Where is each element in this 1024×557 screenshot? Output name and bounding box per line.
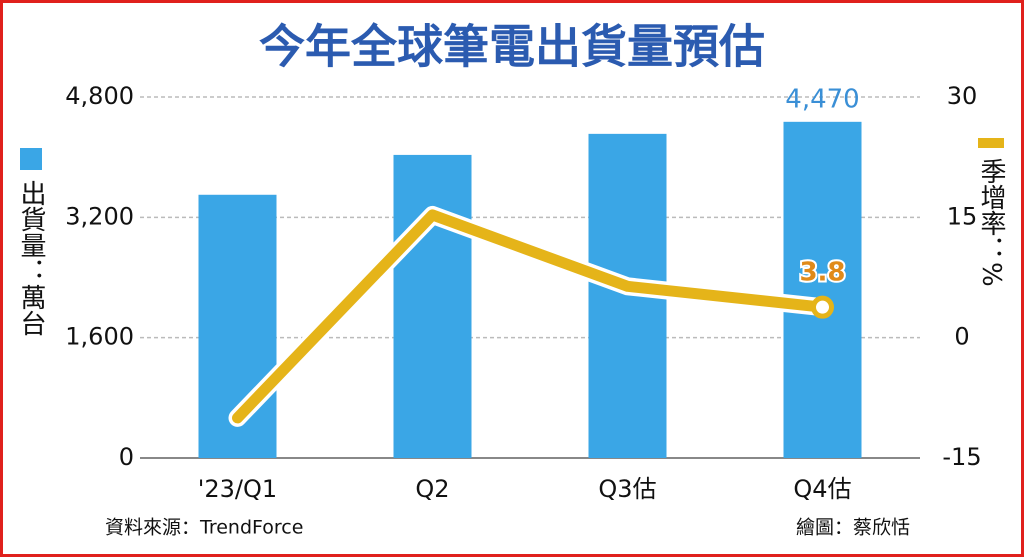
legend-swatch — [978, 138, 1004, 148]
y2-tick-label: 15 — [947, 202, 978, 230]
chart-title: 今年全球筆電出貨量預估 — [259, 20, 765, 74]
y-tick-label: 3,200 — [65, 202, 134, 230]
legend-swatch — [20, 148, 42, 170]
credit: 繪圖：蔡欣恬 — [796, 517, 910, 539]
y-axis-label: 出貨量：萬台 — [16, 180, 46, 336]
y-tick-label: 0 — [119, 443, 134, 471]
source: 資料來源：TrendForce — [105, 517, 303, 539]
data-label: 4,470 — [785, 84, 859, 114]
line — [232, 209, 828, 424]
y2-axis-label: 季增率：% — [976, 158, 1006, 287]
y2-tick-label: -15 — [942, 443, 981, 471]
y2-tick-label: 0 — [954, 323, 969, 351]
x-tick-label: Q3估 — [598, 475, 656, 503]
data-label: 3.8 — [799, 258, 845, 288]
point — [811, 295, 834, 319]
x-tick-label: Q4估 — [793, 475, 851, 503]
y-tick-label: 4,800 — [65, 82, 134, 110]
bar — [393, 154, 472, 459]
y-tick-label: 1,600 — [65, 323, 134, 351]
x-tick-label: Q2 — [415, 475, 449, 503]
bar — [783, 121, 862, 458]
x-tick-label: '23/Q1 — [198, 475, 277, 503]
y2-tick-label: 30 — [947, 82, 978, 110]
